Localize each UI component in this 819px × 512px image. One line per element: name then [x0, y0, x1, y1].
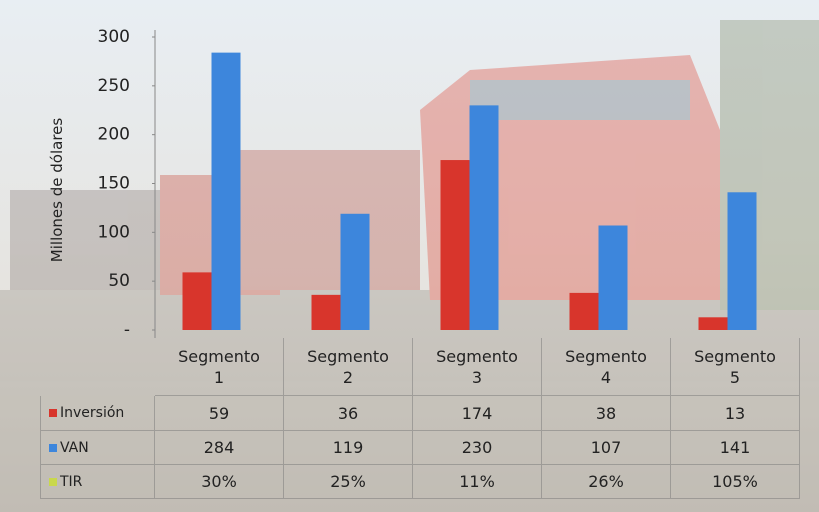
y-tick-label: 300 [98, 27, 130, 47]
table-value: 230 [413, 431, 542, 465]
category-label: Segmento 4 [542, 338, 671, 396]
y-tick-label: 50 [108, 271, 130, 291]
bar [698, 317, 728, 330]
legend-label: Inversión [60, 405, 125, 421]
data-table: Segmento 1 Segmento 2 Segmento 3 Segmento 4… [40, 338, 800, 499]
table-value: 141 [671, 431, 800, 465]
bar [311, 294, 341, 330]
category-label: Segmento 2 [284, 338, 413, 396]
table-value: 174 [413, 396, 542, 431]
bar [440, 160, 470, 330]
bar [469, 105, 499, 330]
table-value: 107 [542, 431, 671, 465]
bar [340, 213, 370, 330]
table-value: 119 [284, 431, 413, 465]
category-label: Segmento 5 [671, 338, 800, 396]
legend-entry: Inversión [40, 396, 155, 431]
legend-swatch [49, 477, 57, 486]
table-corner [40, 338, 155, 396]
y-tick-label: 150 [98, 174, 130, 194]
bar [598, 225, 628, 330]
bar [569, 292, 599, 330]
table-value: 284 [155, 431, 284, 465]
table-value: 26% [542, 465, 671, 499]
table-value: 105% [671, 465, 800, 499]
bar [727, 192, 757, 330]
y-tick-label: 250 [98, 76, 130, 96]
legend-entry: TIR [40, 465, 155, 499]
y-tick-label: 100 [98, 222, 130, 242]
table-value: 38 [542, 396, 671, 431]
category-label: Segmento 3 [413, 338, 542, 396]
bar [182, 272, 212, 330]
category-label: Segmento 1 [155, 338, 284, 396]
bar [211, 52, 241, 330]
table-value: 13 [671, 396, 800, 431]
table-value: 30% [155, 465, 284, 499]
y-axis-label: Millones de dólares [48, 118, 66, 263]
y-tick-label: 200 [98, 125, 130, 145]
legend-label: TIR [60, 473, 83, 490]
table-value: 36 [284, 396, 413, 431]
legend-entry: VAN [40, 431, 155, 465]
table-value: 11% [413, 465, 542, 499]
table-value: 25% [284, 465, 413, 499]
legend-label: VAN [60, 439, 89, 456]
table-value: 59 [155, 396, 284, 431]
y-tick-label: - [124, 320, 130, 340]
legend-swatch [49, 409, 57, 417]
legend-swatch [49, 443, 57, 452]
